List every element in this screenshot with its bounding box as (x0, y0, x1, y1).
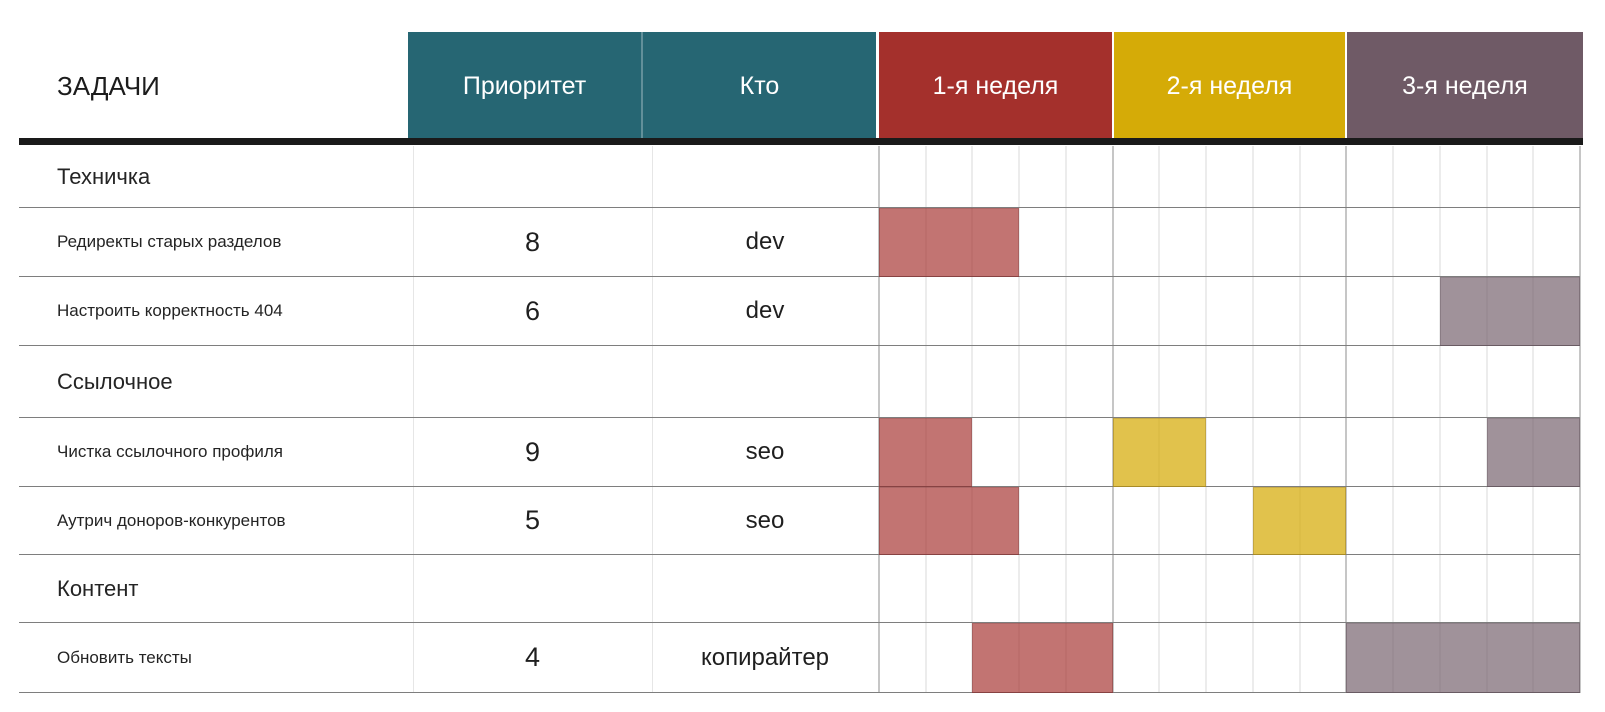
gantt-bar-purple (1439, 277, 1580, 346)
priority-cell: 6 (524, 295, 541, 326)
gantt-bar-red (879, 208, 1020, 277)
gantt-bar-red (972, 623, 1113, 693)
day-gridline (971, 146, 974, 693)
who-cell: dev (745, 297, 785, 324)
priority-cell: 4 (524, 642, 541, 672)
task-name-cell: Аутрич доноров-конкурентов (57, 510, 286, 530)
priority-cell: 8 (524, 226, 541, 257)
week-boundary-gridline (1579, 146, 1581, 693)
task-row: Аутрич доноров-конкурентов 5 seo (19, 487, 1580, 555)
gantt-bar-red (879, 487, 1020, 555)
week-boundary-gridline (1345, 146, 1348, 693)
task-name-cell: Чистка ссылочного профиля (57, 442, 283, 461)
gantt-bar-purple (1486, 418, 1580, 487)
gantt-bar-purple (1346, 623, 1580, 693)
column-header-week-1: 1-я неделя (879, 32, 1112, 140)
who-cell: seo (745, 506, 785, 534)
day-gridline (1298, 146, 1301, 693)
section-row: Ссылочное (19, 346, 1580, 418)
task-name-cell: Настроить корректность 404 (57, 301, 283, 320)
task-row: Настроить корректность 404 6 dev (19, 277, 1580, 346)
gantt-bar-red (879, 418, 973, 487)
task-row: Чистка ссылочного профиля 9 seo (19, 418, 1580, 487)
gantt-bar-yellow (1112, 418, 1207, 487)
priority-cell: 9 (524, 436, 541, 467)
info-columns-header: Приоритет Кто (408, 32, 876, 140)
column-header-tasks: ЗАДАЧИ (57, 71, 160, 101)
day-gridline (1205, 146, 1208, 693)
column-header-week-3: 3-я неделя (1347, 32, 1583, 140)
column-header-priority: Приоритет (462, 71, 587, 100)
column-header-week-2: 2-я неделя (1114, 32, 1345, 140)
header-divider (641, 32, 643, 140)
column-divider (652, 146, 653, 693)
section-row: Техничка (19, 146, 1580, 208)
task-row: Обновить тексты 4 копирайтер (19, 623, 1580, 693)
priority-cell: 5 (524, 505, 541, 535)
day-gridline (1438, 146, 1441, 693)
section-title: Контент (57, 575, 139, 601)
section-title: Техничка (57, 163, 151, 189)
column-header-who: Кто (739, 71, 780, 100)
day-gridline (1064, 146, 1067, 693)
section-row: Контент (19, 555, 1580, 623)
task-name-cell: Обновить тексты (57, 647, 192, 667)
who-cell: копирайтер (700, 643, 830, 671)
day-gridline (1392, 146, 1395, 693)
header-underline (19, 138, 1583, 145)
section-title: Ссылочное (57, 368, 173, 394)
day-gridline (1018, 146, 1021, 693)
who-cell: seo (745, 438, 785, 465)
task-name-cell: Редиректы старых разделов (57, 232, 282, 251)
task-row: Редиректы старых разделов 8 dev (19, 208, 1580, 277)
column-divider (413, 146, 414, 693)
day-gridline (1251, 146, 1254, 693)
who-cell: dev (745, 228, 785, 255)
gantt-bar-yellow (1252, 487, 1347, 555)
